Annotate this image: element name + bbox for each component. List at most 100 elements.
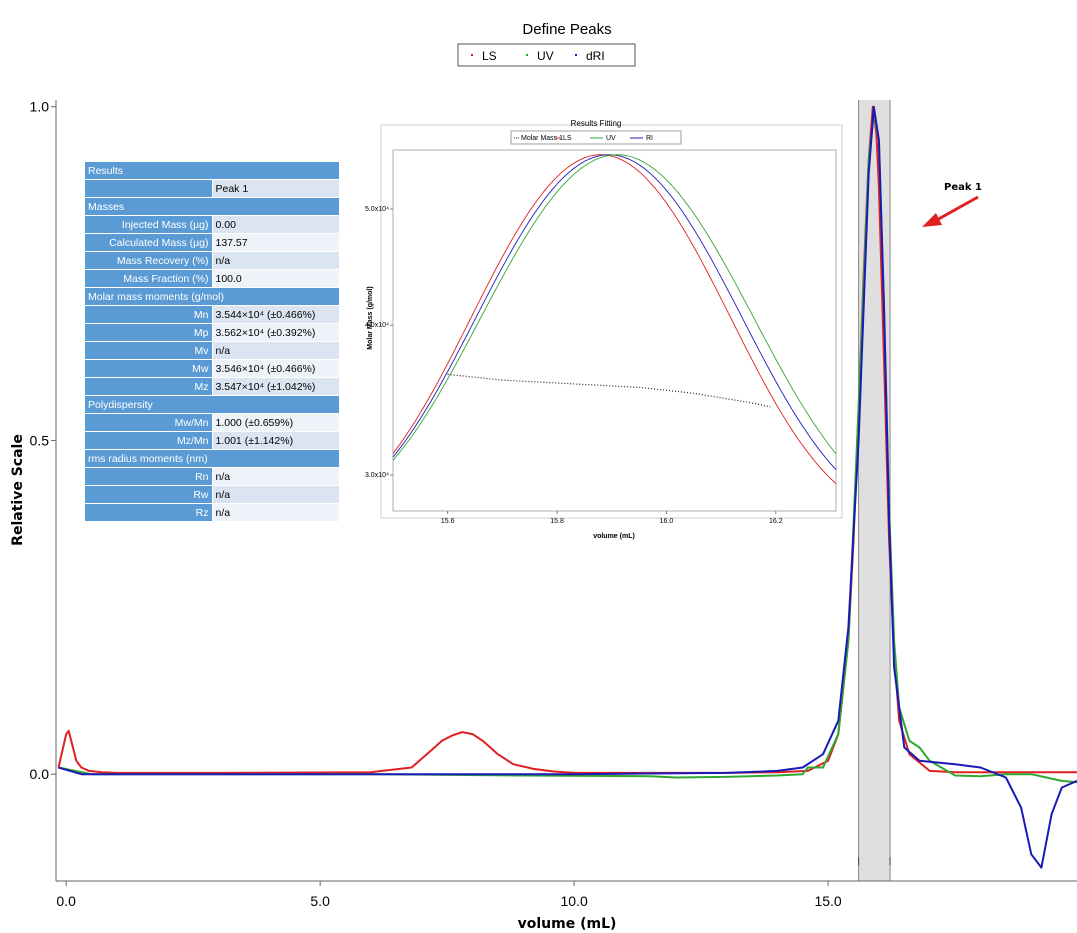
table-section-row: Molar mass moments (g/mol) [85,287,339,306]
peak-annotation-label: Peak 1 [944,182,982,193]
x-tick-label: 0.0 [56,893,76,909]
inset-series-molar-mass [447,373,771,408]
table-row-label: Mz [85,377,213,396]
table-row-label: Mn [85,305,213,324]
main-series [57,105,1077,869]
table-row: Mass Recovery (%) n/a [85,251,339,270]
inset-curve-ls [392,154,837,485]
table-row: Mw/Mn 1.000 (±0.659%) [85,413,339,432]
y-axis-title: Relative Scale [10,434,26,546]
table-row-label: Injected Mass (µg) [85,215,213,234]
inset-y-tick-label: 3.0x10⁴ [365,472,389,479]
inset-legend-label-ri: RI [646,135,653,142]
table-row: Mw 3.546×10⁴ (±0.466%) [85,359,339,378]
inset-curve-uv [392,154,837,461]
legend-box [457,43,636,67]
table-column-row: Peak 1 [85,179,339,198]
table-section-row: Masses [85,197,339,216]
table-row: Mp 3.562×10⁴ (±0.392%) [85,323,339,342]
results-table: Results Peak 1 Masses Injected Mass (µg) 0.0… [85,162,339,522]
table-corner-cell [85,179,213,198]
inset-y-tick-label: 5.0x10⁴ [365,206,389,213]
table-header: Results [85,162,339,180]
inset-x-tick-label: 16.0 [660,518,674,525]
x-axis-title: volume (mL) [518,916,617,932]
inset-x-axis-title: volume (mL) [593,533,635,540]
table-row-label: Mz/Mn [85,431,213,450]
table-row-label: Rz [85,503,213,522]
inset-plot-area [392,149,837,512]
inset-x-tick-label: 15.6 [441,518,455,525]
main-axes: 0.0 5.0 10.0 15.0 0.0 0.5 1.0 [30,99,1077,909]
table-row-label: Mp [85,323,213,342]
y-tick-label: 0.5 [30,432,50,448]
peak-band [858,100,891,881]
table-column-header: Peak 1 [212,179,339,198]
table-row-value: 3.562×10⁴ (±0.392%) [212,323,339,342]
peak-region [858,100,891,881]
peak-annotation: Peak 1 [922,182,982,227]
legend-swatch-dri [575,54,577,56]
inset-series [392,154,837,485]
table-row-value: 1.001 (±1.142%) [212,431,339,450]
legend-label-dri: dRI [586,49,605,63]
table-row-label: Rw [85,485,213,504]
table-row-value: n/a [212,503,339,522]
table-row-label: Mass Recovery (%) [85,251,213,270]
y-tick-label: 0.0 [30,766,50,782]
inset-x-tick-label: 15.8 [550,518,564,525]
series-line-dri [58,105,1077,869]
table-row: Calculated Mass (µg) 137.57 [85,233,339,252]
inset-x-tick-label: 16.2 [769,518,783,525]
peak-annotation-arrow-shaft [934,195,979,223]
x-tick-label: 10.0 [560,893,587,909]
table-header-row: Results [85,162,339,180]
table-row-label: Rn [85,467,213,486]
table-row: Injected Mass (µg) 0.00 [85,215,339,234]
table-row-value: n/a [212,341,339,360]
peak-annotation-arrow-head [922,213,942,227]
table-section-title: Polydispersity [85,395,339,414]
inset-chart: Results Fitting Molar Mass 1 LS UV RI 15… [365,119,843,540]
inset-legend-label-uv: UV [606,135,616,142]
table-row: Mv n/a [85,341,339,360]
table-section-row: rms radius moments (nm) [85,449,339,468]
table-section-title: Molar mass moments (g/mol) [85,287,339,306]
table-row-value: 100.0 [212,269,339,288]
table-row-value: 137.57 [212,233,339,252]
table-row: Mn 3.544×10⁴ (±0.466%) [85,305,339,324]
table-row-value: n/a [212,467,339,486]
table-row-label: Mw/Mn [85,413,213,432]
inset-title: Results Fitting [571,119,622,128]
table-row-value: 0.00 [212,215,339,234]
legend-label-ls: LS [482,49,497,63]
table-row-value: n/a [212,251,339,270]
table-row-value: 3.546×10⁴ (±0.466%) [212,359,339,378]
legend-swatch-uv [526,54,528,56]
legend-swatch-ls [471,54,473,56]
y-tick-label: 1.0 [30,99,50,115]
table-section-title: rms radius moments (nm) [85,449,339,468]
chart-title: Define Peaks [522,21,611,38]
inset-legend: Molar Mass 1 LS UV RI [510,130,682,145]
inset-legend-label-molar: Molar Mass 1 [521,135,563,142]
inset-frame [380,124,843,519]
table-section-title: Masses [85,197,339,216]
table-row-label: Mass Fraction (%) [85,269,213,288]
inset-axes: 15.6 15.8 16.0 16.2 3.0x10⁴ 4.0x10⁴ 5.0x10⁴ [365,149,837,525]
inset-y-axis-title: Molar Mass (g/mol) [367,286,374,349]
table-row-value: n/a [212,485,339,504]
table-row: Mz 3.547×10⁴ (±1.042%) [85,377,339,396]
table-row: Mz/Mn 1.001 (±1.142%) [85,431,339,450]
x-tick-label: 15.0 [814,893,841,909]
table-row-value: 3.544×10⁴ (±0.466%) [212,305,339,324]
inset-y-tick-label: 4.0x10⁴ [365,322,389,329]
table-section-row: Polydispersity [85,395,339,414]
table-row: Rw n/a [85,485,339,504]
table-row-value: 3.547×10⁴ (±1.042%) [212,377,339,396]
table-row-label: Calculated Mass (µg) [85,233,213,252]
table-row-label: Mw [85,359,213,378]
table-row: Rn n/a [85,467,339,486]
table-row: Mass Fraction (%) 100.0 [85,269,339,288]
